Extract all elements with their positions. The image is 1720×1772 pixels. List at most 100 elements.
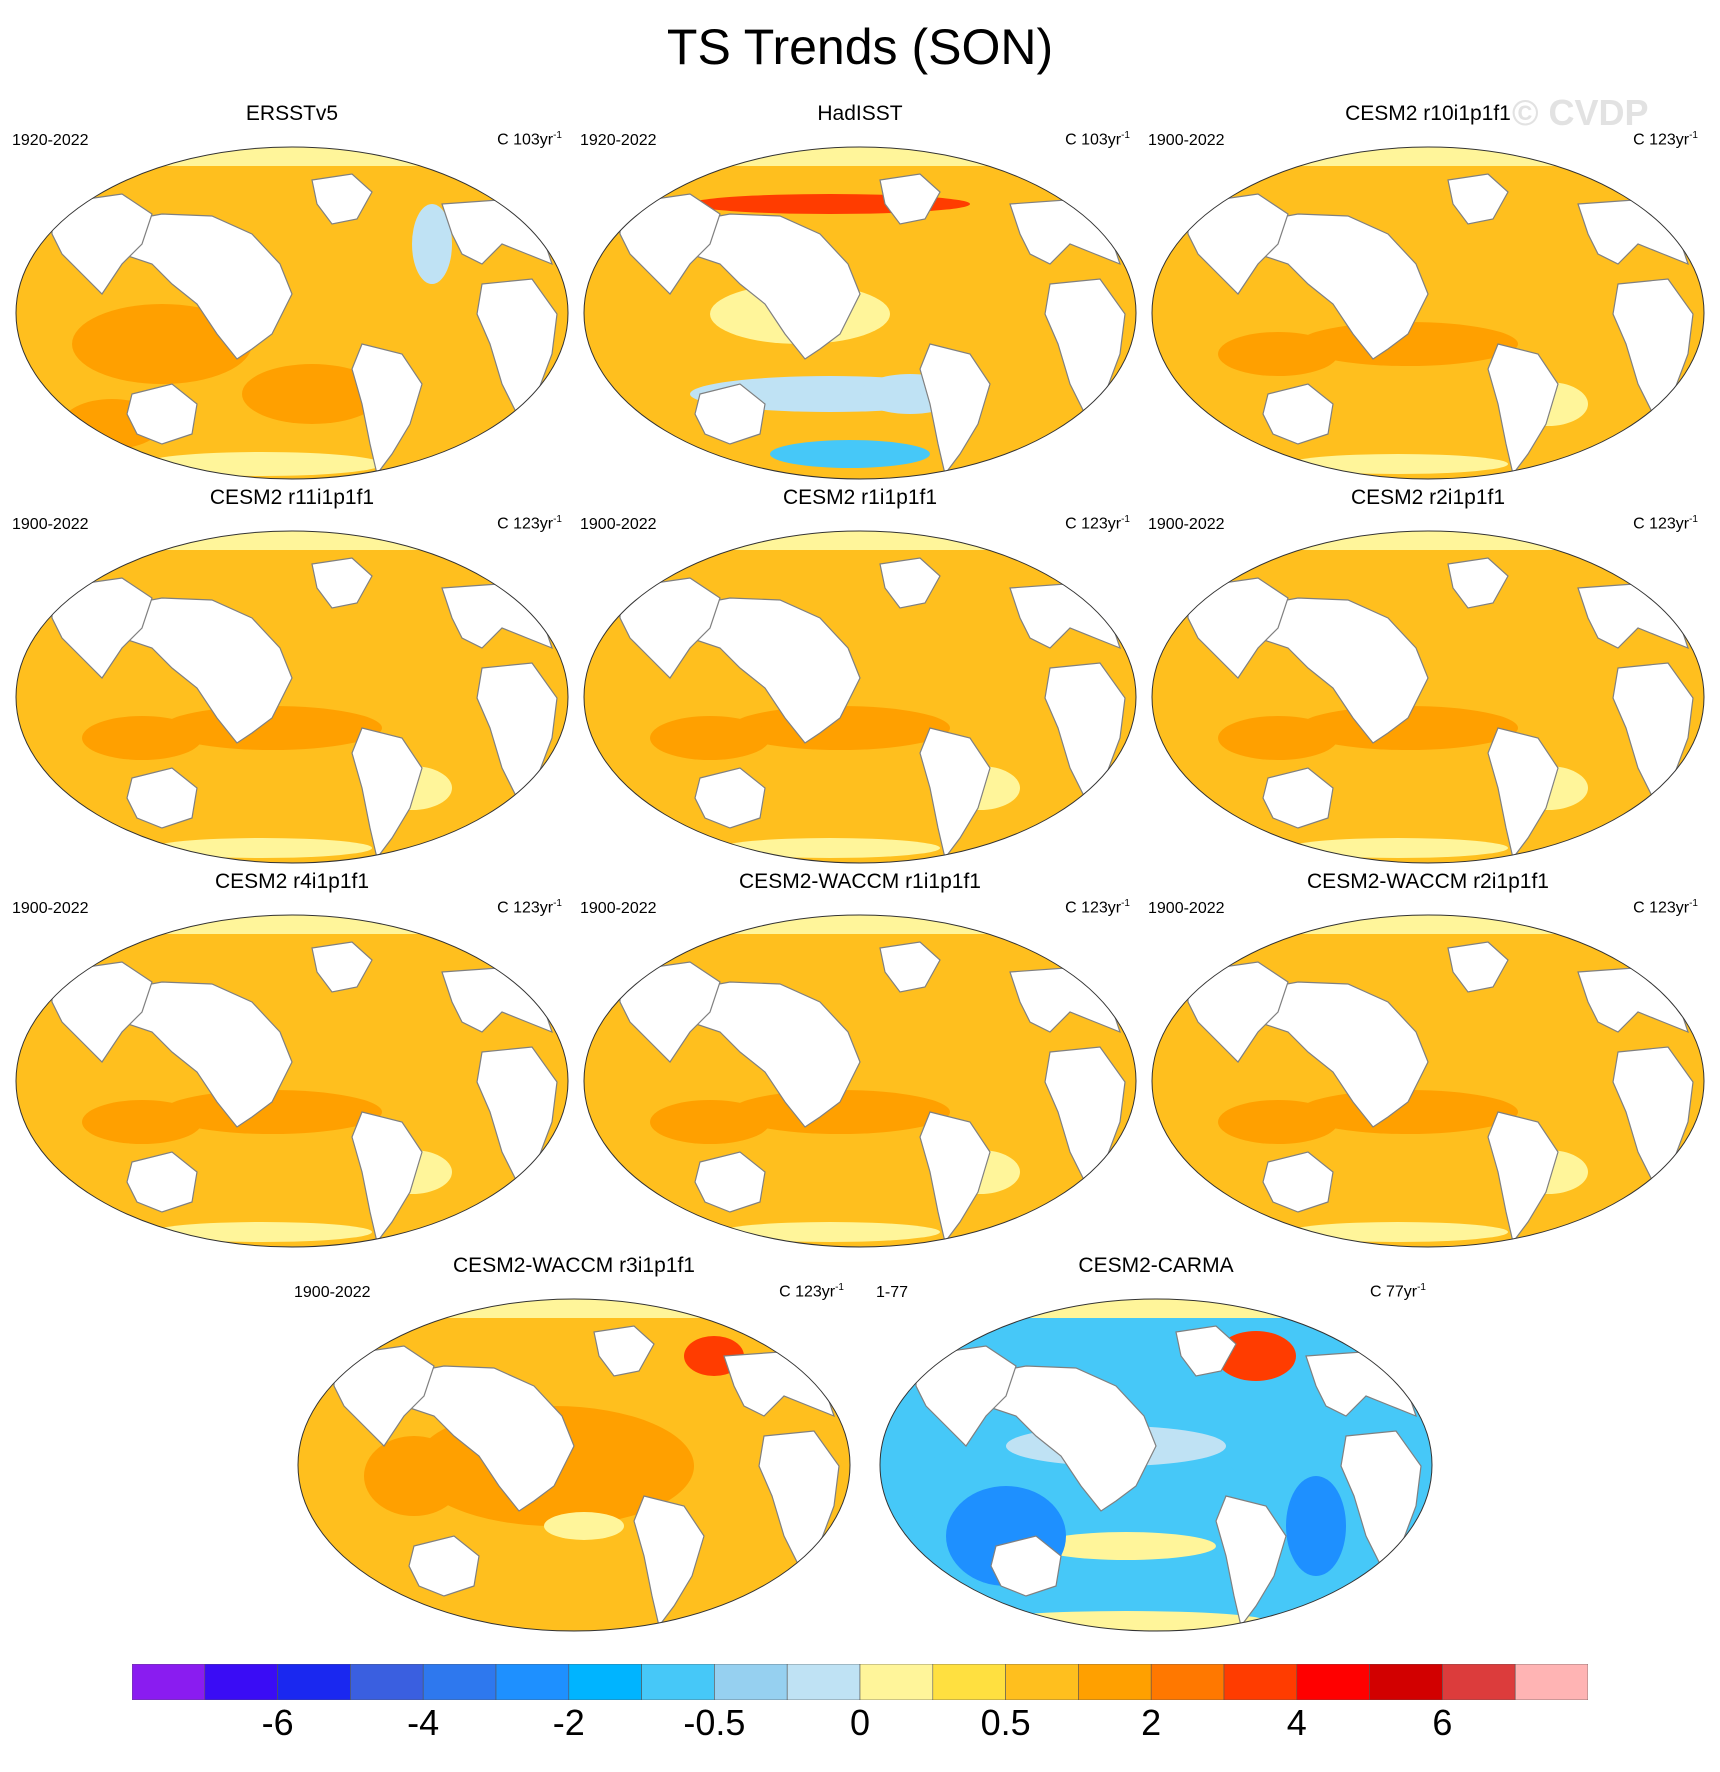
panel-units: C 123yr-1 xyxy=(1633,898,1698,917)
land-mass xyxy=(1487,1111,1559,1244)
trend-anomaly-region xyxy=(720,838,940,858)
colorbar-tick-label: -0.5 xyxy=(683,1702,746,1743)
panel-years: 1900-2022 xyxy=(12,516,89,533)
map-panel: CESM2 r4i1p1f1 1900-2022 C 123yr-1 xyxy=(12,870,572,1250)
trend-anomaly-region xyxy=(72,304,252,384)
land-mass xyxy=(919,1111,991,1244)
land-mass xyxy=(1262,383,1334,445)
land-mass xyxy=(1487,343,1559,476)
land-mass xyxy=(333,1345,435,1447)
land-mass xyxy=(971,1365,1157,1512)
land-mass xyxy=(51,961,153,1063)
land-mass xyxy=(126,1151,198,1213)
trend-map xyxy=(15,146,569,480)
land-mass xyxy=(1187,193,1289,295)
land-mass xyxy=(51,193,153,295)
panel-title: ERSSTv5 xyxy=(245,102,339,125)
trend-map xyxy=(297,1298,851,1632)
map-outline xyxy=(583,530,1137,864)
panel-units: C 123yr-1 xyxy=(1633,514,1698,533)
colorbar-swatch xyxy=(568,1664,642,1700)
colorbar-tick-label: -4 xyxy=(407,1702,440,1743)
panel-years: 1900-2022 xyxy=(1148,900,1225,917)
land-mass xyxy=(1187,961,1289,1063)
trend-map xyxy=(583,530,1137,864)
map-panel: CESM2 r1i1p1f1 1900-2022 C 123yr-1 xyxy=(580,486,1140,866)
trend-anomaly-region xyxy=(1218,1100,1338,1144)
colorbar-swatch xyxy=(641,1664,715,1700)
trend-anomaly-region xyxy=(152,838,372,858)
panel-years: 1900-2022 xyxy=(12,900,89,917)
colorbar-tick-label: 6 xyxy=(1432,1702,1453,1743)
land-mass xyxy=(1447,557,1509,609)
map-outline xyxy=(583,146,1137,480)
land-mass xyxy=(694,1151,766,1213)
panel-title: CESM2 r11i1p1f1 xyxy=(209,486,375,509)
panel-years: 1900-2022 xyxy=(1148,132,1225,149)
land-mass xyxy=(51,577,153,679)
land-mass xyxy=(311,173,373,225)
map-outline xyxy=(879,1298,1433,1632)
colorbar-tick-label: 4 xyxy=(1286,1702,1307,1743)
trend-map xyxy=(15,914,569,1248)
colorbar-tick-label: -2 xyxy=(552,1702,585,1743)
land-mass xyxy=(126,383,198,445)
map-panel: ERSSTv5 1920-2022 C 103yr-1 xyxy=(12,102,572,482)
land-mass xyxy=(1262,767,1334,829)
land-mass xyxy=(1187,577,1289,679)
map-panel: CESM2 r11i1p1f1 1900-2022 C 123yr-1 xyxy=(12,486,572,866)
land-mass xyxy=(1487,727,1559,860)
map-panel: CESM2-WACCM r3i1p1f1 1900-2022 C 123yr-1 xyxy=(294,1254,854,1634)
panel-title: CESM2 r2i1p1f1 xyxy=(1350,486,1506,509)
panel-years: 1920-2022 xyxy=(12,132,89,149)
trend-map xyxy=(15,530,569,864)
colorbar-swatch xyxy=(277,1664,351,1700)
panel-units: C 103yr-1 xyxy=(1065,130,1130,149)
land-mass xyxy=(1243,213,1429,360)
trend-anomaly-region xyxy=(544,1512,624,1540)
colorbar-swatch xyxy=(1369,1664,1443,1700)
trend-anomaly-region xyxy=(1288,838,1508,858)
land-mass xyxy=(879,557,941,609)
map-panel: CESM2-CARMA 1-77 C 77yr-1 xyxy=(876,1254,1436,1634)
trend-map xyxy=(583,914,1137,1248)
panel-units: C 123yr-1 xyxy=(1065,514,1130,533)
colorbar-swatch xyxy=(1514,1664,1588,1700)
land-mass xyxy=(619,577,721,679)
panel-years: 1900-2022 xyxy=(294,1284,371,1301)
land-mass xyxy=(1215,1495,1287,1628)
land-mass xyxy=(311,557,373,609)
colorbar-swatch xyxy=(495,1664,570,1700)
colorbar-tick-label: 0.5 xyxy=(980,1702,1031,1743)
land-mass xyxy=(633,1495,705,1628)
trend-anomaly-region xyxy=(1288,1222,1508,1242)
colorbar-swatch xyxy=(1005,1664,1079,1700)
map-panel: CESM2-WACCM r2i1p1f1 1900-2022 C 123yr-1 xyxy=(1148,870,1708,1250)
land-mass xyxy=(619,193,721,295)
trend-map xyxy=(879,1298,1433,1632)
colorbar-swatch xyxy=(422,1664,497,1700)
panel-title: CESM2-CARMA xyxy=(1078,1254,1234,1277)
land-mass xyxy=(919,727,991,860)
panel-years: 1900-2022 xyxy=(1148,516,1225,533)
cvdp-watermark: © CVDP xyxy=(1512,92,1649,133)
colorbar-tick-label: 0 xyxy=(849,1702,871,1743)
map-outline xyxy=(15,530,569,864)
panel-units: C 123yr-1 xyxy=(779,1282,844,1301)
colorbar-swatch xyxy=(1150,1664,1225,1700)
land-mass xyxy=(408,1535,480,1597)
colorbar-swatch xyxy=(859,1664,934,1700)
trend-anomaly-region xyxy=(1036,1532,1216,1560)
panel-units: C 123yr-1 xyxy=(497,898,562,917)
map-panel: HadISST 1920-2022 C 103yr-1 xyxy=(580,102,1140,482)
land-mass xyxy=(1447,941,1509,993)
panel-title: CESM2-WACCM r3i1p1f1 xyxy=(453,1254,695,1277)
trend-anomaly-region xyxy=(650,1100,770,1144)
trend-map xyxy=(1151,914,1705,1248)
land-mass xyxy=(675,213,861,360)
land-mass xyxy=(694,767,766,829)
trend-anomaly-region xyxy=(770,440,930,468)
colorbar-tick-label: -6 xyxy=(261,1702,294,1743)
colorbar-swatch xyxy=(714,1664,788,1700)
trend-anomaly-region xyxy=(1288,454,1508,474)
